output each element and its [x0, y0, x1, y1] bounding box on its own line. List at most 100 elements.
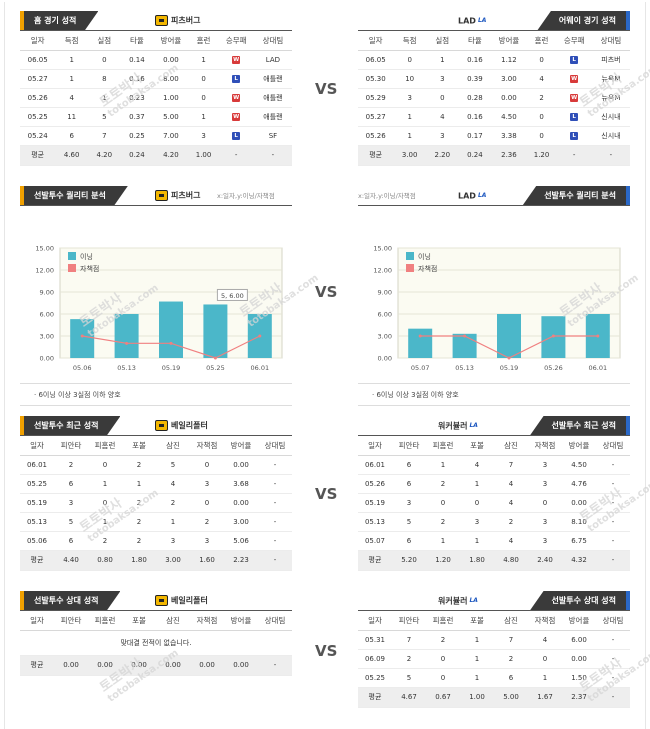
y-tick-label: 9.00 — [378, 289, 392, 297]
legend-label: 이닝 — [418, 252, 431, 261]
cell-era: 4.50 — [491, 107, 527, 127]
table-cell: 1 — [460, 649, 494, 669]
result-cell: L — [556, 126, 592, 146]
cell-avg: 0.16 — [458, 50, 492, 70]
average-cell: 0.00 — [190, 655, 224, 676]
table-cell: 05.25 — [20, 474, 54, 494]
average-cell: 1.67 — [528, 687, 562, 708]
home-vs-pitcher-name: 베일리폴터 — [155, 594, 208, 608]
average-cell: 0.80 — [88, 550, 122, 571]
average-cell: - — [596, 550, 630, 571]
cell-allowed: 4 — [425, 107, 459, 127]
cell-avg: 0.16 — [458, 107, 492, 127]
average-cell: 1.00 — [460, 687, 494, 708]
header-row: 일자 득점 실점 타율 방어율 홈런 승무패 상대팀 — [358, 31, 630, 51]
inning-bar — [70, 319, 95, 358]
table-cell: 2 — [392, 649, 426, 669]
cell-allowed: 1 — [87, 88, 121, 108]
header-row: 일자 득점 실점 타율 방어율 홈런 승무패 상대팀 — [20, 31, 292, 51]
table-cell: 4.76 — [562, 474, 596, 494]
y-tick-label: 9.00 — [40, 289, 54, 297]
table-row: 05.25 6 1 1 4 3 3.68- — [20, 474, 292, 494]
table-cell: - — [596, 630, 630, 650]
column-header: 일자 — [20, 611, 54, 631]
column-header: 삼진 — [156, 611, 190, 631]
table-cell: 1 — [122, 474, 156, 494]
y-tick-label: 6.00 — [378, 311, 392, 319]
legend-swatch-earned-runs — [68, 264, 76, 272]
average-cell: 0.67 — [426, 687, 460, 708]
win-badge-icon: W — [232, 93, 241, 102]
away-quality-tab: 선발투수 퀄리티 분석 — [522, 186, 630, 206]
table-cell: 1 — [460, 668, 494, 688]
y-tick-label: 12.00 — [373, 267, 392, 275]
earned-runs-point — [169, 341, 173, 345]
cell-date: 05.25 — [20, 107, 56, 127]
inning-bar — [114, 314, 139, 358]
home-recent-table: 일자 득점 실점 타율 방어율 홈런 승무패 상대팀 06.05 1 0 0.14 0.00 1 W LAD 0… — [20, 31, 292, 166]
table-row: 06.09 2 0 1 2 0 0.00- — [358, 649, 630, 669]
cell-avg: 0.17 — [458, 126, 492, 146]
average-cell: 4.60 — [55, 145, 88, 166]
home-recent-panel: 홈 경기 성적 피츠버그 일자 득점 실점 타율 방어율 홈런 승무패 상대팀 06.05 1 0 0… — [20, 11, 292, 166]
cell-allowed: 3 — [425, 69, 459, 89]
table-cell: 2 — [190, 512, 224, 532]
table-row: 05.07 6 1 1 4 3 6.75- — [358, 531, 630, 551]
table-cell: 8.10 — [562, 512, 596, 532]
average-cell: 4.67 — [392, 687, 426, 708]
away-vs-pitcher-name: 워커뷸러 LA — [438, 594, 478, 609]
average-row: 평균 5.20 1.20 1.80 4.80 2.40 4.32- — [358, 550, 630, 571]
away-quality-chart: 0.00 3.00 6.00 9.00 12.00 15.00 05.07 05.13 05.1… — [358, 208, 630, 384]
y-tick-label: 0.00 — [378, 355, 392, 363]
table-cell: 0 — [426, 649, 460, 669]
table-cell: 2 — [494, 512, 528, 532]
cell-hr: 0 — [526, 50, 557, 70]
column-header: 일자 — [20, 31, 56, 51]
column-header: 자책점 — [528, 436, 562, 456]
x-tick-label: 05.13 — [455, 364, 474, 372]
column-header: 상대팀 — [591, 31, 630, 51]
cell-hr: 3 — [188, 126, 219, 146]
vs-label: VS — [315, 283, 338, 301]
table-cell: 1 — [88, 512, 122, 532]
legend-label: 자책점 — [418, 264, 437, 273]
cell-era: 7.00 — [153, 126, 189, 146]
table-cell: 06.01 — [20, 455, 54, 475]
column-header: 홈런 — [188, 31, 219, 51]
column-header: 포볼 — [122, 436, 156, 456]
average-cell: 4.20 — [87, 145, 121, 166]
average-cell: 4.40 — [54, 550, 88, 571]
earned-runs-point — [258, 334, 262, 338]
column-header: 포볼 — [460, 436, 494, 456]
away-team-name: LAD LA — [458, 14, 486, 29]
table-row: 05.26 4 1 0.23 1.00 0 W 애틀랜 — [20, 88, 292, 108]
cell-era: 0.00 — [491, 88, 527, 108]
home-pitcher-recent-table: 일자 피안타 피홈런 포볼 삼진 자책점 방어율 상대팀 06.01 2 0 2 5 0 0.00-05.2… — [20, 436, 292, 571]
table-cell: - — [258, 512, 292, 532]
away-pitcher-vs-tab: 선발투수 상대 성적 — [529, 591, 630, 611]
column-header: 상대팀 — [596, 436, 630, 456]
result-cell: L — [218, 69, 254, 89]
table-row: 05.24 6 7 0.25 7.00 3 L SF — [20, 126, 292, 146]
average-row: 평균 4.40 0.80 1.80 3.00 1.60 2.23- — [20, 550, 292, 571]
cell-era: 3.00 — [491, 69, 527, 89]
average-cell: 2.23 — [224, 550, 258, 571]
average-cell: 2.20 — [425, 145, 459, 166]
y-tick-label: 15.00 — [35, 245, 54, 253]
table-cell: 3 — [528, 531, 562, 551]
cell-opp: 애틀랜 — [253, 69, 292, 89]
column-header: 자책점 — [190, 436, 224, 456]
cell-date: 06.05 — [20, 50, 56, 70]
table-cell: 05.19 — [20, 493, 54, 513]
column-header: 득점 — [393, 31, 426, 51]
home-team-name: 피츠버그 — [155, 14, 200, 28]
table-cell: 3 — [190, 531, 224, 551]
cell-avg: 0.28 — [458, 88, 492, 108]
loss-badge-icon: L — [232, 74, 241, 83]
table-cell: 0 — [426, 668, 460, 688]
empty-message: 맞대결 전적이 없습니다. — [20, 630, 292, 656]
vs-label: VS — [315, 642, 338, 660]
inning-bar — [159, 301, 183, 358]
table-cell: 7 — [392, 630, 426, 650]
result-cell: L — [218, 126, 254, 146]
